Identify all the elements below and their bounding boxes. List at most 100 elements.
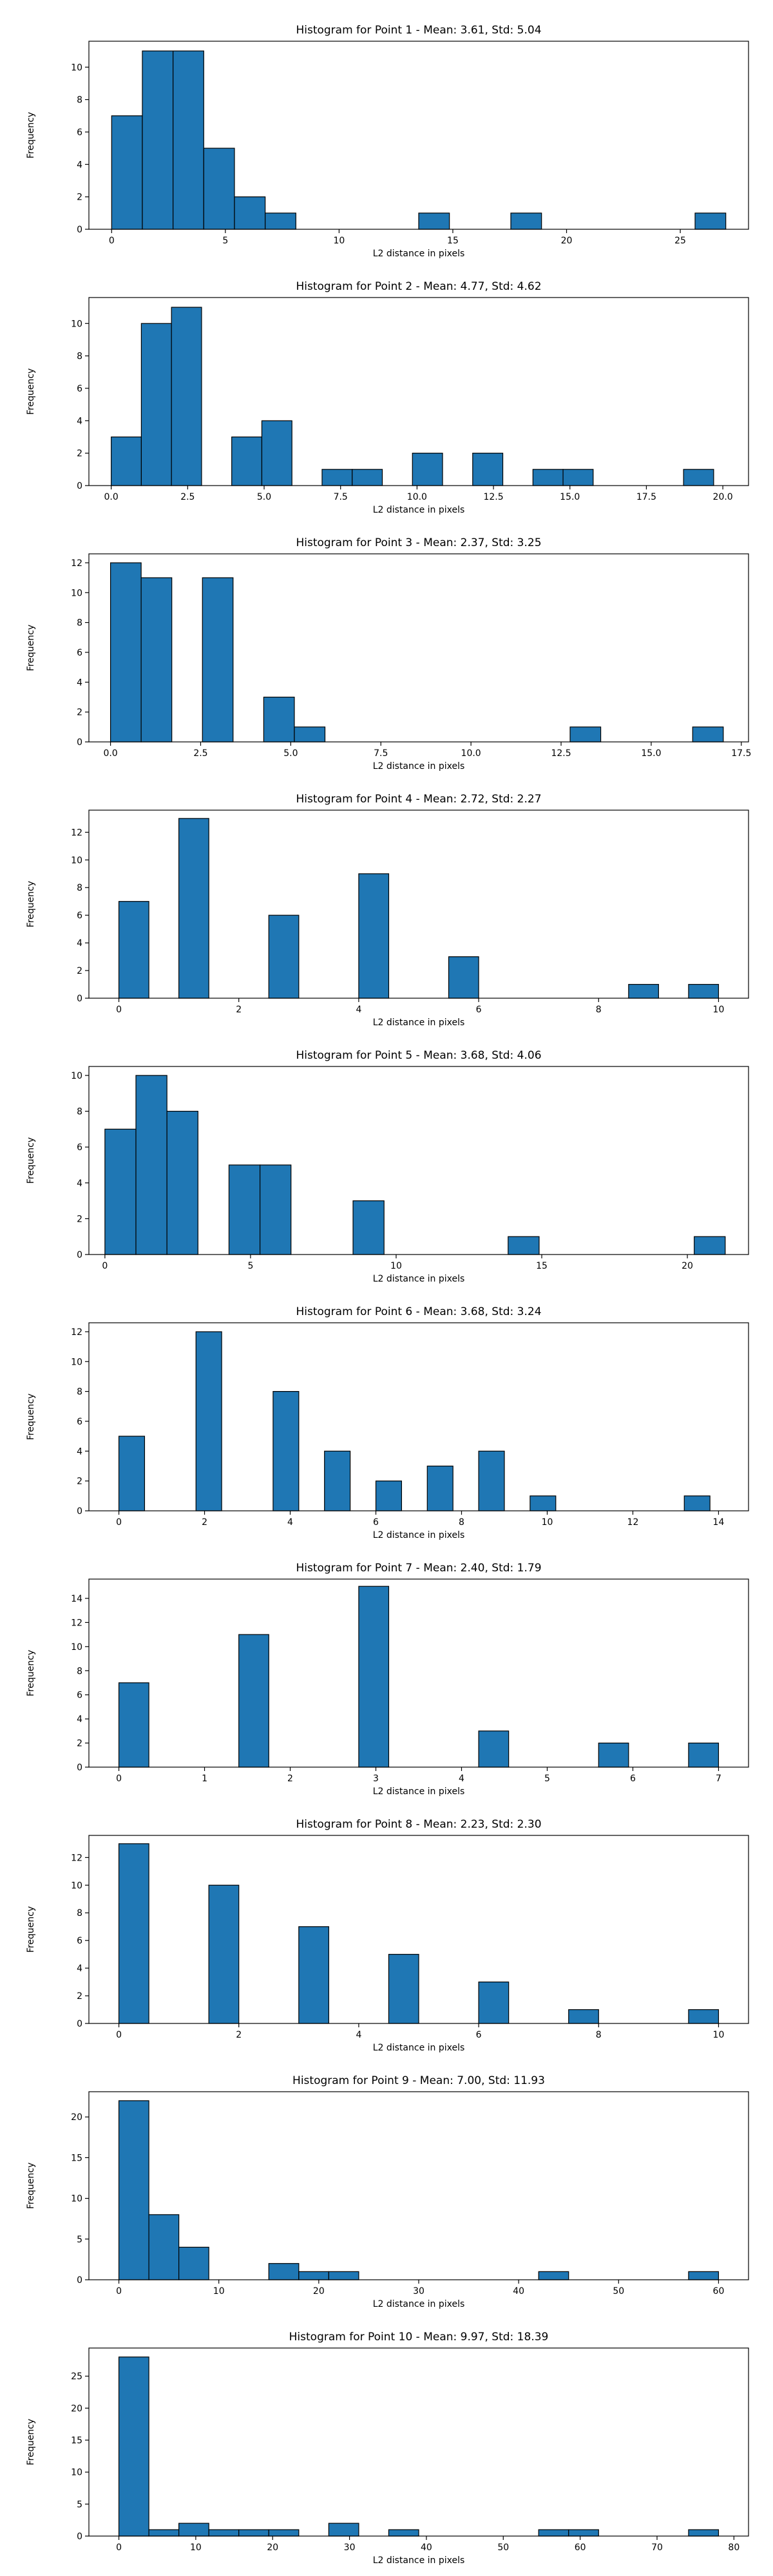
x-tick-label: 4: [356, 1005, 361, 1015]
histogram-bar: [111, 115, 143, 230]
axes-frame: [88, 1322, 749, 1511]
x-tick-label: 5: [544, 1774, 550, 1784]
x-tick-label: 17.5: [731, 748, 751, 759]
histogram-bar: [508, 1236, 540, 1255]
histogram-bar: [569, 726, 602, 743]
y-tick-label: 0: [77, 481, 82, 491]
x-tick-label: 40: [513, 2286, 524, 2297]
x-tick-label: 20: [561, 236, 573, 246]
y-tick-label: 6: [77, 1417, 82, 1427]
chart-title: Histogram for Point 7 - Mean: 2.40, Std:…: [296, 1562, 541, 1575]
histogram-bar: [261, 420, 292, 486]
x-tick-label: 20: [313, 2286, 325, 2297]
y-tick-label: 6: [77, 1690, 82, 1701]
y-tick-label: 4: [77, 416, 82, 426]
x-tick-label: 0: [102, 1261, 108, 1271]
histogram-bar: [688, 2529, 720, 2537]
x-tick-label: 4: [287, 1517, 293, 1528]
y-axis-label: Frequency: [26, 1394, 36, 1440]
histogram-panel: Histogram for Point 9 - Mean: 7.00, Std:…: [26, 2074, 749, 2309]
y-tick-label: 2: [77, 193, 82, 203]
histogram-bar: [171, 307, 202, 486]
histogram-bar: [110, 562, 142, 743]
chart-title: Histogram for Point 5 - Mean: 3.68, Std:…: [296, 1049, 541, 1062]
histogram-bar: [268, 2263, 300, 2280]
x-axis-label: L2 distance in pixels: [373, 761, 465, 772]
histogram-bar: [202, 577, 234, 743]
x-tick-label: 17.5: [636, 492, 656, 502]
chart-title: Histogram for Point 2 - Mean: 4.77, Std:…: [296, 280, 541, 293]
histogram-bar: [298, 2271, 329, 2280]
x-tick-label: 10: [390, 1261, 402, 1271]
chart-title: Histogram for Point 8 - Mean: 2.23, Std:…: [296, 1818, 541, 1831]
x-tick-label: 0: [116, 1774, 122, 1784]
histogram-bar: [388, 1954, 419, 2024]
y-tick-label: 2: [77, 1477, 82, 1487]
histogram-bar: [104, 1128, 137, 1255]
y-tick-label: 6: [77, 128, 82, 138]
histogram-bar: [294, 726, 326, 743]
x-tick-label: 2: [236, 2030, 242, 2040]
y-tick-label: 10: [71, 1880, 82, 1891]
x-tick-label: 80: [728, 2543, 740, 2553]
histogram-bar: [140, 323, 172, 486]
histogram-bar: [328, 2271, 359, 2280]
y-axis-label: Frequency: [26, 368, 36, 415]
y-tick-label: 0: [77, 2275, 82, 2286]
chart-title: Histogram for Point 4 - Mean: 2.72, Std:…: [296, 793, 541, 806]
histogram-bar: [692, 726, 724, 743]
histogram-bar: [478, 1450, 505, 1511]
y-tick-label: 4: [77, 1964, 82, 1974]
x-tick-label: 15: [447, 236, 459, 246]
x-tick-label: 5: [247, 1261, 253, 1271]
y-tick-label: 0: [77, 225, 82, 235]
y-tick-label: 6: [77, 648, 82, 658]
histogram-bar: [208, 2529, 240, 2537]
x-tick-label: 8: [459, 1517, 464, 1528]
y-tick-label: 20: [71, 2112, 82, 2123]
histogram-bar: [538, 2529, 569, 2537]
histogram-bar: [352, 469, 383, 486]
histogram-bar: [118, 1682, 149, 1768]
x-tick-label: 12: [627, 1517, 639, 1528]
histogram-bar: [321, 469, 353, 486]
y-tick-label: 6: [77, 911, 82, 921]
x-tick-label: 5: [222, 236, 228, 246]
x-tick-label: 0: [116, 1005, 122, 1015]
y-axis-label: Frequency: [26, 881, 36, 927]
histogram-panel: Histogram for Point 6 - Mean: 3.68, Std:…: [26, 1305, 749, 1540]
x-tick-label: 0: [116, 2286, 122, 2297]
axes-frame: [88, 2347, 749, 2537]
histogram-bar: [694, 1236, 726, 1255]
x-tick-label: 10.0: [461, 748, 481, 759]
histogram-panel: Histogram for Point 1 - Mean: 3.61, Std:…: [26, 24, 749, 259]
histogram-bar: [418, 213, 450, 230]
histogram-bar: [694, 213, 727, 230]
y-tick-label: 4: [77, 677, 82, 688]
x-tick-label: 10: [333, 236, 345, 246]
histogram-bar: [388, 2529, 419, 2537]
x-tick-label: 7.5: [374, 748, 388, 759]
y-axis-label: Frequency: [26, 1906, 36, 1953]
y-tick-label: 8: [77, 1387, 82, 1397]
y-tick-label: 8: [77, 1666, 82, 1676]
y-tick-label: 8: [77, 95, 82, 106]
y-tick-label: 10: [71, 588, 82, 598]
y-tick-label: 0: [77, 2019, 82, 2029]
chart-title: Histogram for Point 1 - Mean: 3.61, Std:…: [296, 24, 541, 37]
histogram-bar: [118, 901, 149, 999]
y-axis-label: Frequency: [26, 1137, 36, 1184]
y-tick-label: 10: [71, 2468, 82, 2478]
x-tick-label: 0: [116, 1517, 122, 1528]
histogram-bar: [268, 2529, 300, 2537]
x-tick-label: 2: [287, 1774, 293, 1784]
x-tick-label: 6: [476, 2030, 482, 2040]
histogram-bar: [628, 983, 659, 999]
y-tick-label: 2: [77, 708, 82, 718]
y-tick-label: 12: [71, 1618, 82, 1628]
x-tick-label: 40: [421, 2543, 432, 2553]
x-tick-label: 15: [536, 1261, 548, 1271]
histogram-bar: [148, 2529, 180, 2537]
